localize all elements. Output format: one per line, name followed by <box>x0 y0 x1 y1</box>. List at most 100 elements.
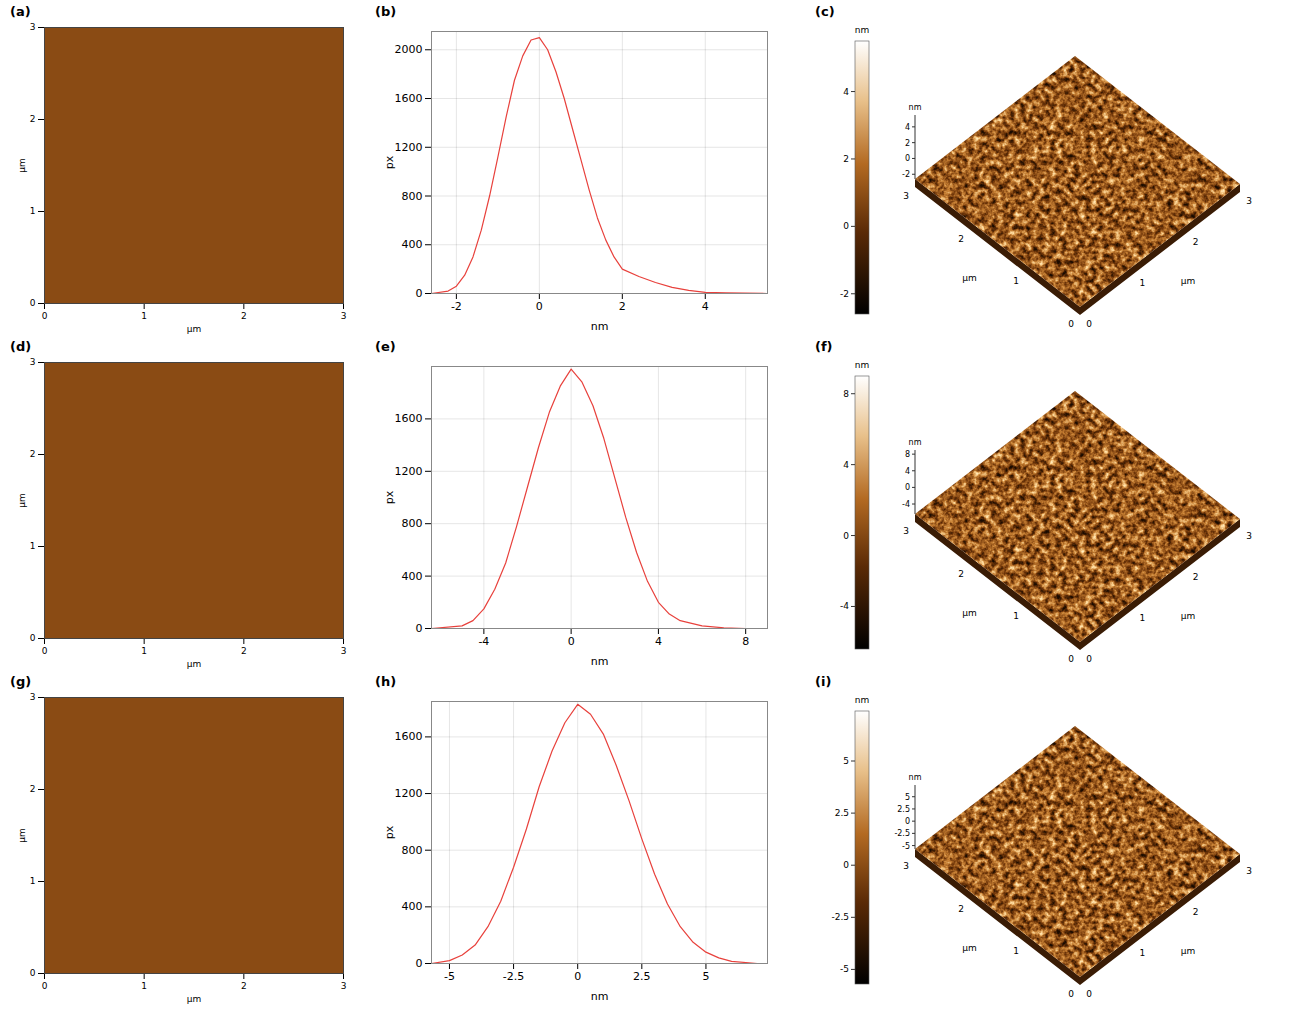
svg-text:2: 2 <box>619 300 626 313</box>
svg-text:3: 3 <box>30 22 36 32</box>
svg-text:3: 3 <box>30 692 36 702</box>
svg-text:800: 800 <box>402 517 423 530</box>
svg-text:0: 0 <box>536 300 543 313</box>
svg-text:0: 0 <box>574 970 581 983</box>
svg-text:µm: µm <box>17 493 27 508</box>
svg-text:800: 800 <box>402 190 423 203</box>
svg-text:2: 2 <box>241 981 247 991</box>
svg-text:0: 0 <box>843 860 849 870</box>
svg-text:µm: µm <box>1181 276 1196 286</box>
svg-text:µm: µm <box>1181 946 1196 956</box>
svg-text:nm: nm <box>591 320 609 333</box>
svg-text:µm: µm <box>962 943 977 953</box>
svg-text:-2: -2 <box>840 289 849 299</box>
svg-text:nm: nm <box>591 655 609 668</box>
svg-text:-2: -2 <box>902 170 910 179</box>
svg-text:2: 2 <box>30 114 36 124</box>
svg-text:2: 2 <box>1193 237 1199 247</box>
svg-text:nm: nm <box>855 25 869 35</box>
svg-text:0: 0 <box>416 957 423 970</box>
svg-text:0: 0 <box>1086 654 1092 664</box>
svg-text:5: 5 <box>843 756 849 766</box>
svg-text:nm: nm <box>855 360 869 370</box>
svg-text:8: 8 <box>843 389 849 399</box>
svg-text:1: 1 <box>30 876 36 886</box>
svg-text:nm: nm <box>909 103 922 112</box>
svg-text:-4: -4 <box>478 635 489 648</box>
svg-text:0: 0 <box>42 981 48 991</box>
svg-text:4: 4 <box>843 460 849 470</box>
svg-text:2: 2 <box>958 569 964 579</box>
svg-text:2: 2 <box>241 646 247 656</box>
svg-text:-2.5: -2.5 <box>894 829 910 838</box>
svg-text:nm: nm <box>855 695 869 705</box>
svg-text:1: 1 <box>141 311 147 321</box>
svg-text:2: 2 <box>843 154 849 164</box>
svg-text:1: 1 <box>141 646 147 656</box>
svg-text:4: 4 <box>905 467 910 476</box>
svg-text:3: 3 <box>903 191 909 201</box>
svg-text:3: 3 <box>30 357 36 367</box>
svg-text:2000: 2000 <box>395 43 423 56</box>
svg-text:-4: -4 <box>840 601 849 611</box>
svg-text:400: 400 <box>402 238 423 251</box>
svg-text:5: 5 <box>702 970 709 983</box>
svg-text:-2.5: -2.5 <box>831 912 849 922</box>
svg-text:1: 1 <box>1013 611 1019 621</box>
svg-text:1600: 1600 <box>395 730 423 743</box>
svg-text:2: 2 <box>1193 572 1199 582</box>
svg-text:0: 0 <box>1086 319 1092 329</box>
svg-text:3: 3 <box>903 526 909 536</box>
svg-text:1600: 1600 <box>395 92 423 105</box>
svg-text:2.5: 2.5 <box>633 970 651 983</box>
svg-text:1: 1 <box>30 541 36 551</box>
svg-text:1200: 1200 <box>395 787 423 800</box>
svg-text:1: 1 <box>30 206 36 216</box>
svg-text:0: 0 <box>1068 654 1074 664</box>
svg-text:8: 8 <box>905 450 910 459</box>
svg-text:µm: µm <box>1181 611 1196 621</box>
svg-text:nm: nm <box>591 990 609 1003</box>
svg-text:1200: 1200 <box>395 141 423 154</box>
svg-text:0: 0 <box>416 622 423 635</box>
svg-text:0: 0 <box>905 817 910 826</box>
svg-text:0: 0 <box>843 221 849 231</box>
svg-text:px: px <box>383 490 396 504</box>
svg-text:0: 0 <box>42 311 48 321</box>
svg-text:4: 4 <box>655 635 662 648</box>
svg-text:800: 800 <box>402 844 423 857</box>
svg-text:1: 1 <box>1139 613 1145 623</box>
svg-text:2: 2 <box>958 904 964 914</box>
svg-text:4: 4 <box>843 87 849 97</box>
svg-text:0: 0 <box>843 531 849 541</box>
svg-text:2: 2 <box>958 234 964 244</box>
svg-text:0: 0 <box>1068 319 1074 329</box>
svg-text:1: 1 <box>1139 948 1145 958</box>
svg-text:3: 3 <box>1246 531 1252 541</box>
svg-text:4: 4 <box>702 300 709 313</box>
svg-text:µm: µm <box>187 324 202 334</box>
svg-text:0: 0 <box>1068 989 1074 999</box>
svg-text:1: 1 <box>1013 946 1019 956</box>
svg-text:µm: µm <box>962 273 977 283</box>
svg-text:-2: -2 <box>451 300 462 313</box>
svg-text:2: 2 <box>905 139 910 148</box>
svg-text:-2.5: -2.5 <box>503 970 524 983</box>
svg-text:3: 3 <box>903 861 909 871</box>
svg-text:-5: -5 <box>902 842 910 851</box>
svg-text:400: 400 <box>402 570 423 583</box>
svg-text:3: 3 <box>1246 196 1252 206</box>
svg-text:2.5: 2.5 <box>897 805 910 814</box>
svg-text:µm: µm <box>187 659 202 669</box>
svg-text:0: 0 <box>30 298 36 308</box>
svg-text:0: 0 <box>905 154 910 163</box>
svg-text:0: 0 <box>42 646 48 656</box>
svg-text:2: 2 <box>30 784 36 794</box>
svg-text:1: 1 <box>141 981 147 991</box>
svg-text:-5: -5 <box>840 964 849 974</box>
svg-text:0: 0 <box>30 633 36 643</box>
svg-text:µm: µm <box>17 158 27 173</box>
svg-text:px: px <box>383 155 396 169</box>
svg-text:-5: -5 <box>444 970 455 983</box>
svg-text:nm: nm <box>909 773 922 782</box>
